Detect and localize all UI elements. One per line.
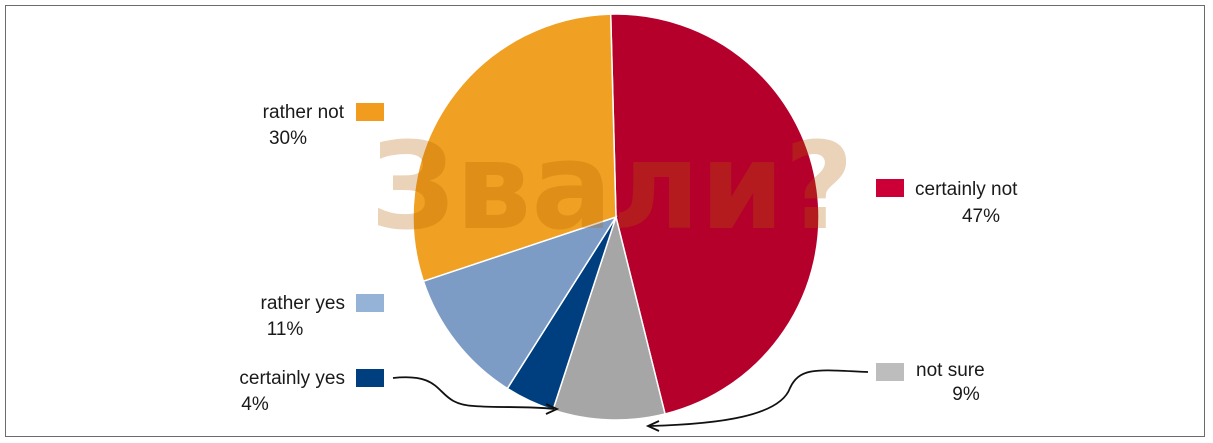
legend-swatch-certainly-yes [356, 369, 384, 387]
leader-arrow-head-certainly-yes [545, 403, 560, 415]
legend-not-sure: not sure 9% [876, 360, 985, 405]
legend-certainly-not: certainly not 47% [876, 179, 1018, 227]
pct-rather-yes: 11% [267, 319, 304, 340]
label-certainly-not: certainly not [915, 179, 1018, 200]
pie-slices [412, 13, 820, 421]
legend-rather-yes: rather yes 11% [261, 293, 384, 340]
legend-certainly-yes: certainly yes 4% [239, 368, 384, 415]
leader-arrow-head-not-sure [645, 420, 660, 432]
label-rather-not: rather not [263, 102, 345, 123]
label-rather-yes: rather yes [261, 293, 345, 314]
pct-certainly-yes: 4% [241, 394, 269, 415]
label-not-sure: not sure [916, 360, 985, 381]
pct-certainly-not: 47% [962, 206, 1000, 227]
pie-slice-rather-not [412, 13, 617, 283]
legend-swatch-rather-not [356, 103, 384, 121]
leader-arrow-not-sure [649, 369, 869, 427]
pct-rather-not: 30% [269, 128, 307, 149]
watermark-text: Звали? [370, 118, 854, 257]
label-certainly-yes: certainly yes [239, 368, 345, 389]
legend-rather-not: rather not 30% [263, 102, 384, 149]
pie-slice-not-sure [551, 214, 666, 421]
pie-slice-rather-yes [422, 215, 618, 390]
pie-slice-certainly-not [609, 13, 820, 415]
legend-swatch-not-sure [876, 363, 904, 381]
legend-swatch-rather-yes [356, 294, 384, 312]
leader-arrow-certainly-yes [392, 376, 555, 410]
legend-swatch-certainly-not [876, 179, 904, 197]
pct-not-sure: 9% [952, 384, 980, 405]
